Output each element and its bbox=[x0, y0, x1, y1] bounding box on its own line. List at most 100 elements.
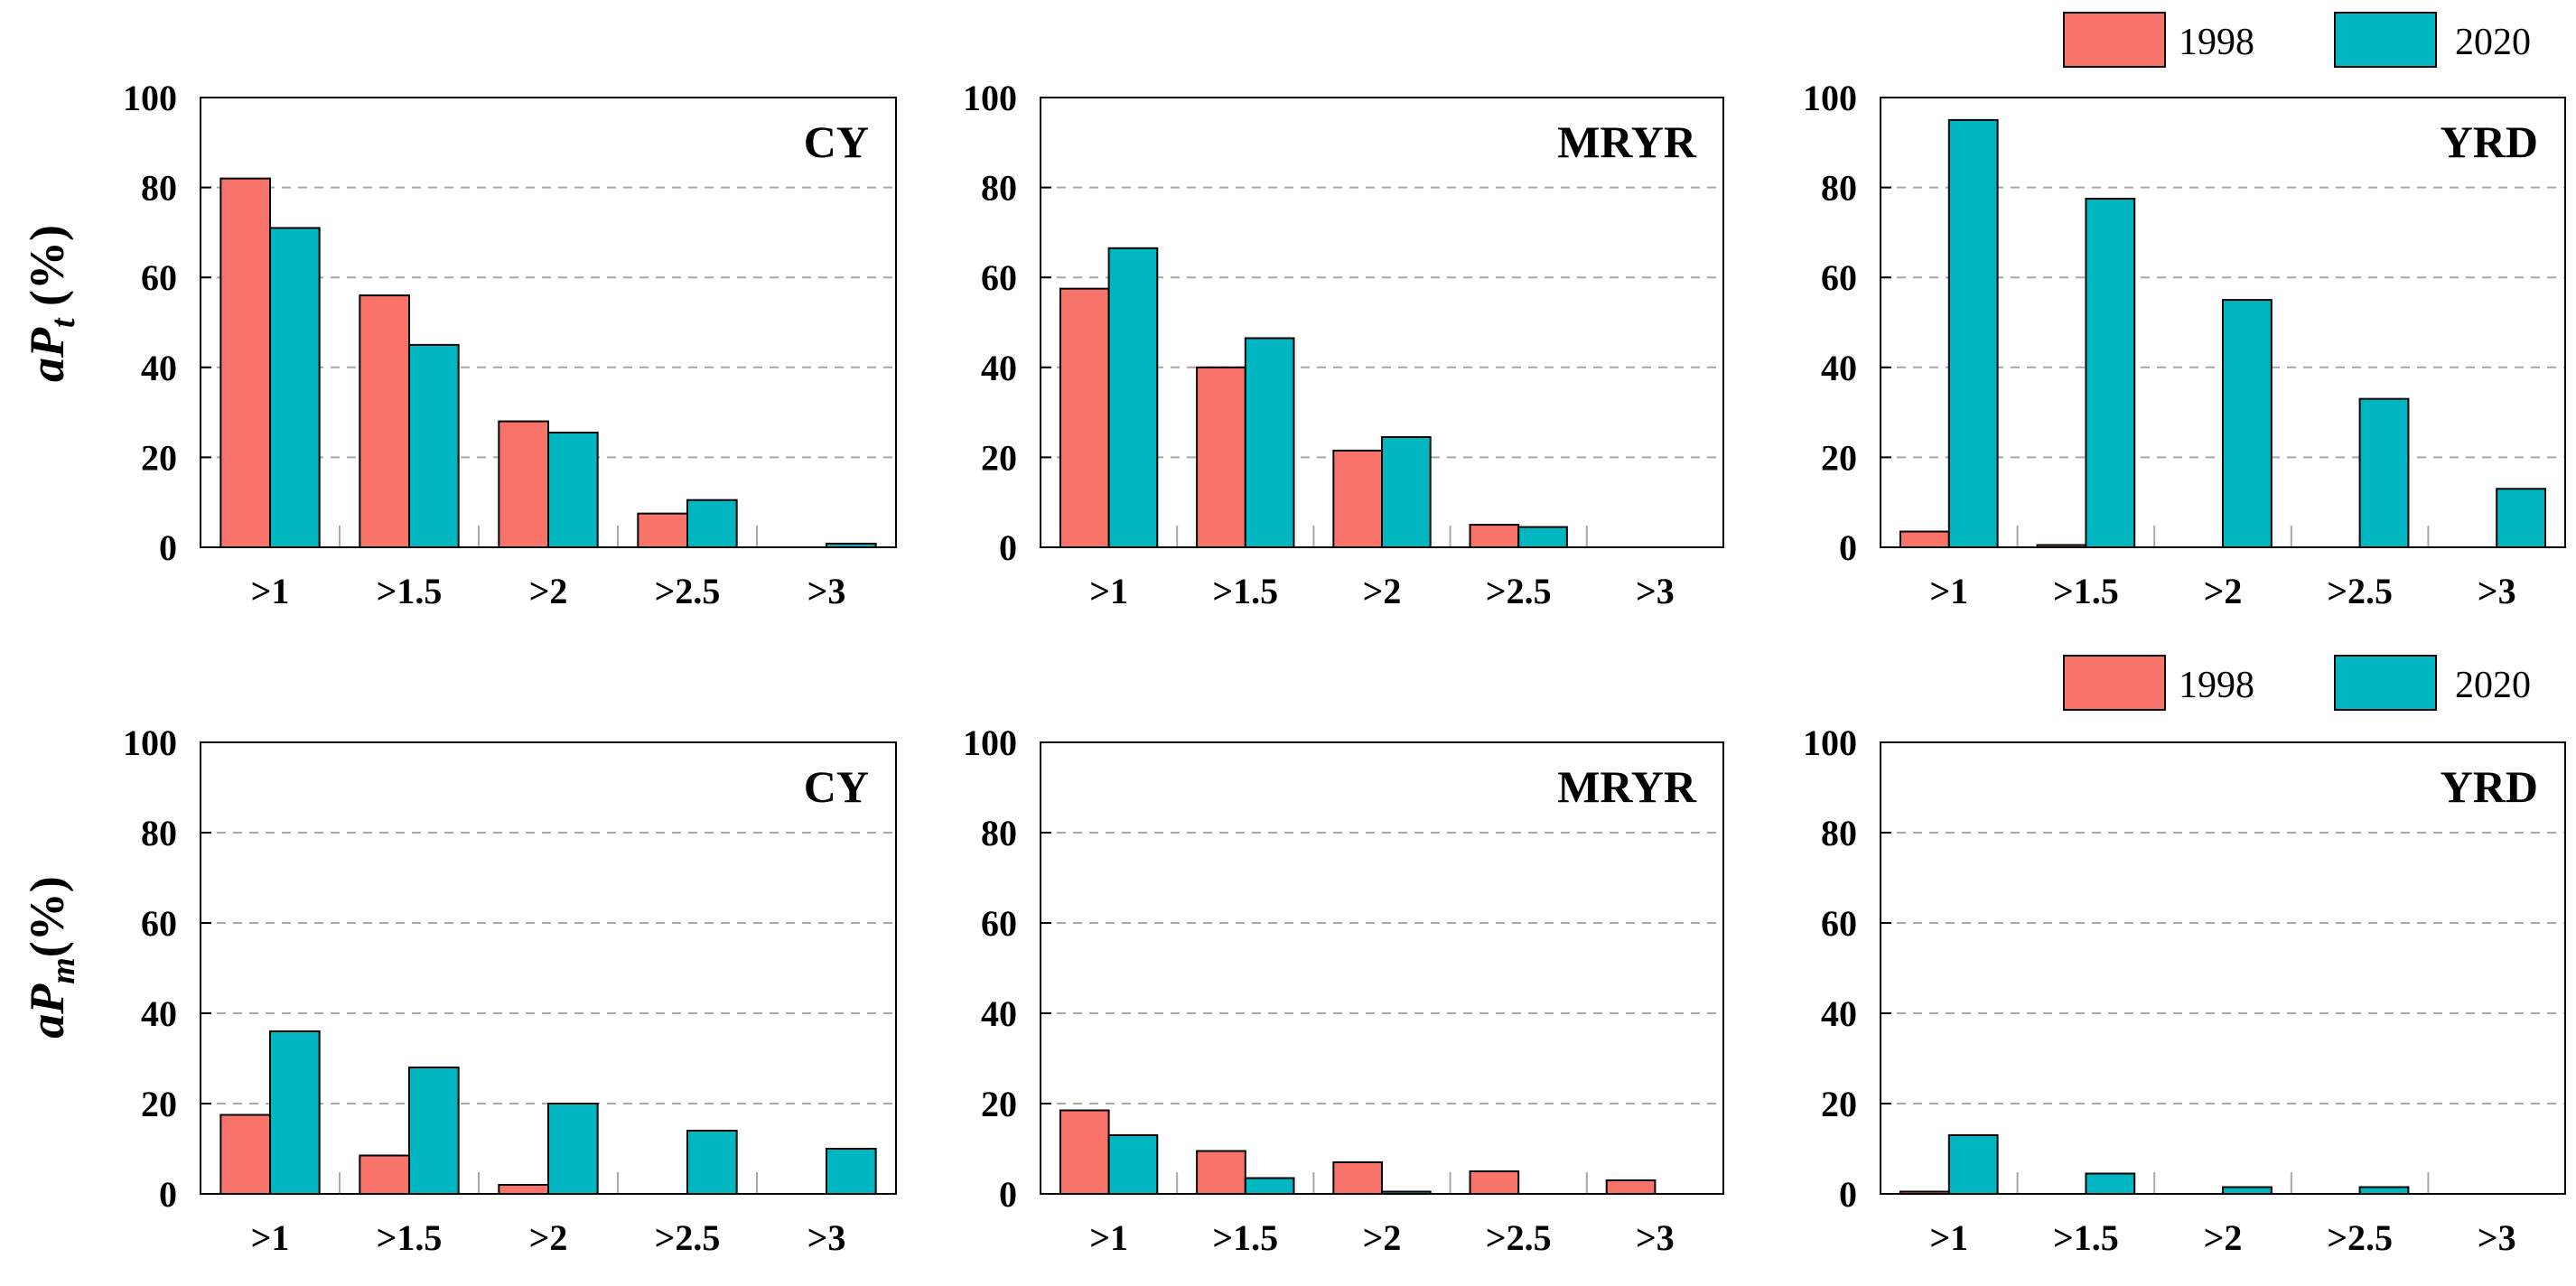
y-tick-label: 80 bbox=[141, 168, 177, 209]
x-tick-label: >1.5 bbox=[2053, 1217, 2119, 1258]
x-tick-label: >1 bbox=[1929, 1217, 1968, 1258]
x-tick-label: >2.5 bbox=[655, 571, 721, 611]
panel-title: CY bbox=[804, 761, 869, 812]
bar-2020-3 bbox=[1381, 435, 1432, 548]
bar-1998-3 bbox=[498, 1184, 550, 1195]
bar-1998-1 bbox=[1059, 1109, 1110, 1195]
y-tick-label: 0 bbox=[999, 527, 1017, 568]
y-axis-label-bottom: aPm(%) bbox=[20, 876, 82, 1039]
bar-2020-4 bbox=[686, 499, 738, 549]
x-tick-label: >2.5 bbox=[1486, 1217, 1552, 1258]
y-tick-label: 40 bbox=[981, 348, 1017, 388]
bar-2020-1 bbox=[269, 227, 321, 548]
bar-1998-2 bbox=[1196, 366, 1246, 548]
chart-panel-3: 0 20 40 60 80 100 >1 >1.5 >2 >2.5 >3 YRD bbox=[1803, 78, 2566, 611]
chart-panel-2: 0 20 40 60 80 100 >1 >1.5 >2 >2.5 >3 MRYR bbox=[963, 78, 1724, 611]
legend-bottom: 1998 2020 bbox=[2063, 655, 2531, 711]
bar-2020-2 bbox=[408, 343, 460, 548]
panel-title: MRYR bbox=[1557, 116, 1697, 167]
chart-panel-6: 0 20 40 60 80 100 >1 >1.5 >2 >2.5 >3 YRD bbox=[1803, 722, 2566, 1258]
legend-swatch-2020 bbox=[2334, 12, 2437, 68]
x-tick-label: >3 bbox=[807, 1217, 846, 1258]
bar-2020-2 bbox=[2085, 198, 2136, 549]
x-tick-label: >1.5 bbox=[2053, 571, 2119, 611]
chart-panel-1: 0 20 40 60 80 100 >1 >1.5 >2 >2.5 >3 CY bbox=[123, 78, 897, 611]
x-tick-label: >2 bbox=[529, 571, 568, 611]
bar-2020-1 bbox=[1107, 1134, 1159, 1195]
y-tick-label: 60 bbox=[1821, 903, 1857, 944]
bar-2020-3 bbox=[2222, 1186, 2273, 1195]
y-tick-label: 60 bbox=[141, 903, 177, 944]
x-tick-label: >3 bbox=[2478, 571, 2516, 611]
chart-panel-4: 0 20 40 60 80 100 >1 >1.5 >2 >2.5 >3 CY bbox=[123, 722, 897, 1258]
plot-frame bbox=[1040, 741, 1724, 1195]
plot-frame bbox=[1040, 97, 1724, 548]
legend-label-2020: 2020 bbox=[2455, 22, 2531, 63]
x-tick-label: >1 bbox=[1929, 571, 1968, 611]
y-tick-label: 40 bbox=[141, 348, 177, 388]
x-tick-label: >3 bbox=[1636, 571, 1675, 611]
bar-1998-1 bbox=[219, 177, 271, 548]
ylabel-main: aP bbox=[20, 327, 74, 382]
bar-1998-1 bbox=[1059, 287, 1110, 548]
x-tick-label: >2 bbox=[2204, 571, 2243, 611]
x-tick-label: >1.5 bbox=[377, 571, 443, 611]
y-tick-label: 80 bbox=[1821, 168, 1857, 209]
ylabel-unit: (%) bbox=[20, 225, 74, 318]
y-tick-label: 80 bbox=[141, 813, 177, 853]
x-tick-label: >2.5 bbox=[2327, 571, 2393, 611]
bar-2020-3 bbox=[547, 1103, 599, 1195]
chart-panels: 0 20 40 60 80 100 >1 >1.5 >2 >2.5 >3 CY 0 20 40 60 80 100… bbox=[123, 78, 2566, 1258]
bar-2020-3 bbox=[547, 432, 599, 549]
bar-1998-1 bbox=[1899, 530, 1950, 549]
plot-frame bbox=[1880, 741, 2566, 1195]
ylabel-main: aP bbox=[20, 983, 74, 1039]
y-tick-label: 20 bbox=[1821, 1084, 1857, 1124]
y-tick-label: 0 bbox=[159, 527, 177, 568]
chart-panel-5: 0 20 40 60 80 100 >1 >1.5 >2 >2.5 >3 MRYR bbox=[963, 722, 1724, 1258]
bar-1998-4 bbox=[1469, 1170, 1520, 1195]
legend-label-1998: 1998 bbox=[2179, 22, 2254, 63]
x-tick-label: >1.5 bbox=[1212, 1217, 1278, 1258]
legend-swatch-2020 bbox=[2334, 655, 2437, 711]
x-tick-label: >1 bbox=[251, 1217, 290, 1258]
y-tick-label: 0 bbox=[159, 1174, 177, 1215]
y-tick-label: 60 bbox=[981, 257, 1017, 298]
legend-top: 1998 2020 bbox=[2063, 12, 2531, 68]
y-tick-label: 80 bbox=[981, 813, 1017, 853]
bar-2020-4 bbox=[2358, 397, 2410, 548]
x-tick-label: >2 bbox=[2204, 1217, 2243, 1258]
x-tick-label: >1 bbox=[1089, 1217, 1128, 1258]
y-tick-label: 40 bbox=[1821, 348, 1857, 388]
ylabel-unit: (%) bbox=[20, 876, 74, 957]
x-tick-label: >2.5 bbox=[655, 1217, 721, 1258]
bar-2020-2 bbox=[2085, 1172, 2136, 1195]
bar-1998-1 bbox=[219, 1114, 271, 1195]
y-tick-label: 0 bbox=[999, 1174, 1017, 1215]
y-tick-label: 20 bbox=[1821, 437, 1857, 478]
bar-1998-2 bbox=[1196, 1150, 1246, 1195]
plot-frame bbox=[1880, 97, 2566, 548]
y-tick-label: 100 bbox=[963, 78, 1017, 118]
y-tick-label: 100 bbox=[963, 722, 1017, 763]
y-tick-label: 100 bbox=[123, 78, 177, 118]
bar-1998-3 bbox=[498, 420, 550, 548]
bar-2020-1 bbox=[269, 1030, 321, 1195]
bar-1998-3 bbox=[1332, 449, 1383, 548]
bar-2020-4 bbox=[1517, 526, 1568, 549]
bar-1998-3 bbox=[1332, 1161, 1383, 1195]
y-tick-label: 0 bbox=[1839, 1174, 1857, 1215]
y-tick-label: 20 bbox=[141, 1084, 177, 1124]
bar-2020-1 bbox=[1947, 1134, 1999, 1195]
y-tick-label: 60 bbox=[141, 257, 177, 298]
y-tick-label: 80 bbox=[1821, 813, 1857, 853]
bar-1998-5 bbox=[1605, 1179, 1657, 1195]
y-tick-label: 60 bbox=[981, 903, 1017, 944]
y-tick-label: 100 bbox=[1803, 78, 1857, 118]
bar-1998-2 bbox=[359, 1154, 410, 1195]
plot-frame bbox=[200, 741, 897, 1195]
x-tick-label: >2.5 bbox=[2327, 1217, 2393, 1258]
panel-title: CY bbox=[804, 116, 869, 167]
panel-title: YRD bbox=[2441, 116, 2538, 167]
